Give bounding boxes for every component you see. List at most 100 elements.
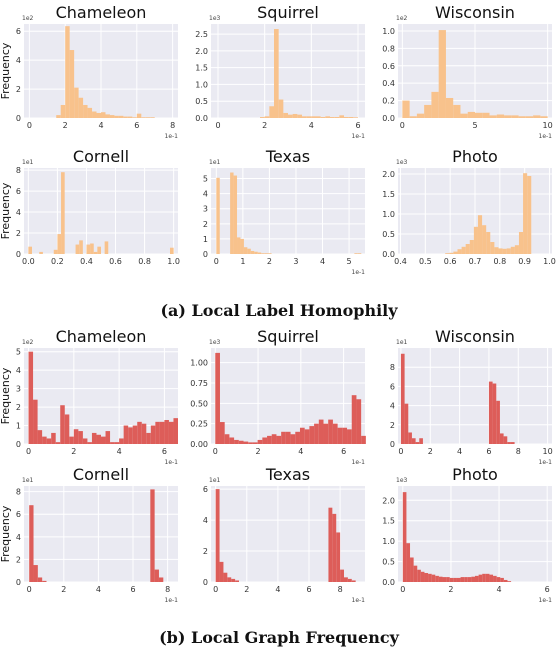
histogram-bar bbox=[340, 569, 344, 582]
y-tick-label: 4 bbox=[16, 533, 21, 542]
x-scale-label: 1e-1 bbox=[165, 597, 179, 604]
histogram-bar bbox=[525, 116, 534, 118]
histogram-bar bbox=[473, 226, 478, 254]
histogram-bar bbox=[230, 172, 234, 254]
histogram-bar bbox=[353, 117, 358, 118]
x-tick-label: 8 bbox=[338, 585, 343, 594]
histogram-bar bbox=[215, 352, 220, 444]
histogram-bar bbox=[119, 438, 124, 444]
y-tick-label: 4 bbox=[390, 402, 395, 411]
histogram-bar bbox=[337, 427, 343, 444]
histogram-bar bbox=[316, 116, 321, 118]
histogram-bar bbox=[233, 175, 238, 254]
histogram-bar bbox=[33, 399, 38, 444]
y-axis-label: Frequency bbox=[0, 367, 12, 424]
histogram-bar bbox=[261, 253, 265, 254]
histogram-bar bbox=[306, 116, 312, 118]
histogram-bar bbox=[336, 532, 341, 582]
histogram-bar bbox=[83, 104, 88, 118]
histogram-bar bbox=[435, 575, 439, 582]
histogram-bar bbox=[150, 489, 155, 582]
histogram-bar bbox=[128, 427, 133, 444]
y-tick-label: 2.5 bbox=[195, 30, 208, 39]
y-tick-label: 8 bbox=[16, 488, 21, 497]
histogram-bar bbox=[65, 26, 70, 118]
histogram-bar bbox=[105, 114, 110, 118]
histogram-bar bbox=[323, 423, 329, 444]
histogram-bar bbox=[297, 114, 302, 118]
histogram-bar bbox=[457, 249, 462, 254]
histogram-bar bbox=[332, 423, 338, 444]
histogram-bar bbox=[223, 572, 228, 582]
x-scale-label: 1e-1 bbox=[539, 597, 553, 604]
histogram-bar bbox=[257, 439, 263, 444]
histogram-bar bbox=[243, 247, 248, 254]
histogram-bar bbox=[482, 573, 486, 582]
histogram-bar bbox=[328, 419, 333, 444]
histogram-bar bbox=[431, 574, 436, 582]
y-tick-label: 0.5 bbox=[382, 230, 395, 239]
histogram-bar bbox=[482, 112, 490, 118]
histogram-bar bbox=[496, 114, 505, 118]
histogram-bar bbox=[173, 418, 178, 444]
histogram-bar bbox=[78, 97, 84, 118]
histogram-bar bbox=[460, 577, 465, 582]
y-tick-label: 0.00 bbox=[190, 440, 208, 449]
x-tick-label: 6 bbox=[306, 585, 311, 594]
histogram-bar bbox=[235, 580, 239, 582]
histogram-bar bbox=[408, 432, 412, 444]
x-scale-label: 1e-1 bbox=[352, 459, 366, 466]
histogram-bar bbox=[78, 431, 83, 444]
histogram-bar bbox=[123, 116, 128, 118]
x-tick-label: 1 bbox=[240, 257, 245, 266]
histogram-bar bbox=[494, 247, 499, 254]
histogram-bar bbox=[73, 429, 79, 444]
histogram-bar bbox=[262, 437, 268, 444]
x-tick-label: 2 bbox=[71, 447, 76, 456]
plot-background bbox=[211, 24, 365, 118]
x-tick-label: 4 bbox=[309, 121, 314, 130]
plot-background bbox=[24, 486, 178, 582]
histogram-bar bbox=[238, 440, 244, 444]
x-tick-label: 8 bbox=[170, 121, 175, 130]
x-tick-label: 0.7 bbox=[469, 257, 482, 266]
chart-title: Squirrel bbox=[257, 3, 319, 22]
histogram-bar bbox=[361, 435, 366, 444]
y-tick-label: 0 bbox=[203, 578, 208, 587]
x-tick-label: 0 bbox=[213, 585, 218, 594]
chart-panel-12: 0 2 4 6 0.0 0.5 1.0 1.5 2.0 Photo 1e3 1e-1 bbox=[382, 465, 552, 604]
histogram-bar bbox=[485, 573, 490, 582]
histogram-bar bbox=[416, 113, 425, 118]
histogram-bar bbox=[511, 115, 519, 118]
histogram-bar bbox=[328, 507, 333, 582]
histogram-bar bbox=[28, 351, 34, 444]
y-scale-label: 1e3 bbox=[209, 15, 221, 22]
histogram-bar bbox=[237, 237, 241, 254]
histogram-bar bbox=[330, 116, 335, 118]
chart-title: Wisconsin bbox=[435, 327, 515, 346]
chart-title: Chameleon bbox=[56, 327, 147, 346]
histogram-bar bbox=[123, 425, 129, 444]
histogram-bar bbox=[507, 442, 511, 444]
histogram-bar bbox=[274, 29, 279, 119]
histogram-bar bbox=[404, 403, 409, 444]
x-tick-label: 4 bbox=[275, 585, 280, 594]
y-scale-label: 1e2 bbox=[22, 339, 34, 346]
histogram-bar bbox=[411, 438, 416, 444]
x-tick-label: 4 bbox=[457, 447, 462, 456]
histogram-bar bbox=[248, 442, 253, 444]
histogram-bar bbox=[510, 442, 515, 444]
histogram-bar bbox=[486, 232, 491, 254]
histogram-bar bbox=[475, 575, 479, 582]
histogram-bar bbox=[348, 116, 354, 118]
histogram-bar bbox=[155, 421, 160, 444]
y-tick-label: 0.50 bbox=[190, 399, 208, 408]
histogram-bar bbox=[499, 433, 504, 444]
y-tick-label: 8 bbox=[390, 363, 395, 372]
y-tick-label: 1.5 bbox=[382, 517, 395, 526]
chart-panel-6: 0.4 0.5 0.6 0.7 0.8 0.9 1.0 0.0 0.5 1.0 1.5 2.0 Phot… bbox=[382, 147, 556, 266]
histogram-bar bbox=[56, 115, 61, 118]
chart-title: Photo bbox=[452, 465, 498, 484]
histogram-bar bbox=[507, 581, 512, 582]
y-scale-label: 1e1 bbox=[22, 159, 34, 166]
